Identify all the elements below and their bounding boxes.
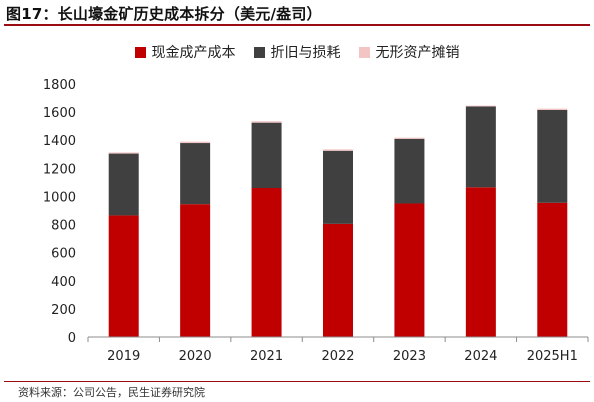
- title-divider: [4, 24, 590, 26]
- bar-segment-cash-cost: [394, 203, 425, 337]
- y-tick-label: 1000: [43, 190, 76, 205]
- y-tick-label: 1200: [43, 162, 76, 177]
- bar-segment-cash-cost: [323, 223, 353, 337]
- y-tick-label: 1600: [43, 106, 76, 121]
- bar-segment-depreciation: [108, 153, 139, 216]
- bar-segment-depreciation: [180, 143, 211, 205]
- bar-segment-cash-cost: [108, 215, 139, 337]
- footer-divider: [4, 381, 590, 382]
- y-tick-label: 1800: [43, 78, 76, 93]
- legend-item-depreciation: 折旧与损耗: [253, 42, 341, 62]
- chart-legend: 现金成产成本 折旧与损耗 无形资产摊销: [0, 42, 594, 62]
- bar-segment-cash-cost: [537, 202, 568, 337]
- x-tick-label: 2020: [179, 349, 212, 364]
- bar-segment-depreciation: [251, 122, 282, 189]
- legend-swatch-amortization: [358, 46, 370, 58]
- bar-segment-cash-cost: [180, 204, 211, 337]
- figure-title: 图17：长山壕金矿历史成本拆分（美元/盎司）: [6, 5, 322, 23]
- legend-swatch-cash-cost: [134, 46, 146, 58]
- source-note: 资料来源：公司公告，民生证券研究院: [18, 386, 205, 399]
- bar-segment-depreciation: [465, 106, 496, 188]
- y-tick-label: 1400: [43, 134, 76, 149]
- x-tick-label: 2022: [321, 349, 354, 364]
- y-tick-label: 600: [51, 247, 76, 262]
- bar-segment-amortization: [108, 152, 139, 154]
- y-tick-label: 800: [51, 219, 76, 234]
- x-tick-label: 2025H1: [527, 349, 578, 364]
- legend-label-cash-cost: 现金成产成本: [151, 45, 236, 61]
- x-tick-label: 2019: [107, 349, 140, 364]
- bar-segment-depreciation: [537, 110, 568, 203]
- bar-segment-amortization: [180, 141, 211, 144]
- legend-item-cash-cost: 现金成产成本: [134, 42, 236, 62]
- legend-label-amortization: 无形资产摊销: [375, 45, 460, 61]
- bar-segment-cash-cost: [465, 187, 496, 337]
- bar-segment-cash-cost: [251, 188, 282, 337]
- bar-segment-amortization: [465, 105, 496, 107]
- x-tick-label: 2021: [250, 349, 283, 364]
- y-tick-label: 400: [51, 275, 76, 290]
- y-tick-label: 0: [68, 331, 76, 346]
- legend-label-depreciation: 折旧与损耗: [270, 45, 341, 61]
- y-tick-label: 200: [51, 303, 76, 318]
- legend-item-amortization: 无形资产摊销: [358, 42, 460, 62]
- bar-segment-amortization: [251, 121, 282, 123]
- bar-segment-amortization: [394, 137, 425, 139]
- bar-segment-amortization: [537, 108, 568, 111]
- x-tick-label: 2024: [464, 349, 497, 364]
- legend-swatch-depreciation: [253, 46, 265, 58]
- x-tick-label: 2023: [393, 349, 426, 364]
- bar-segment-depreciation: [394, 138, 425, 204]
- bar-segment-amortization: [323, 149, 353, 151]
- bar-segment-depreciation: [323, 150, 353, 224]
